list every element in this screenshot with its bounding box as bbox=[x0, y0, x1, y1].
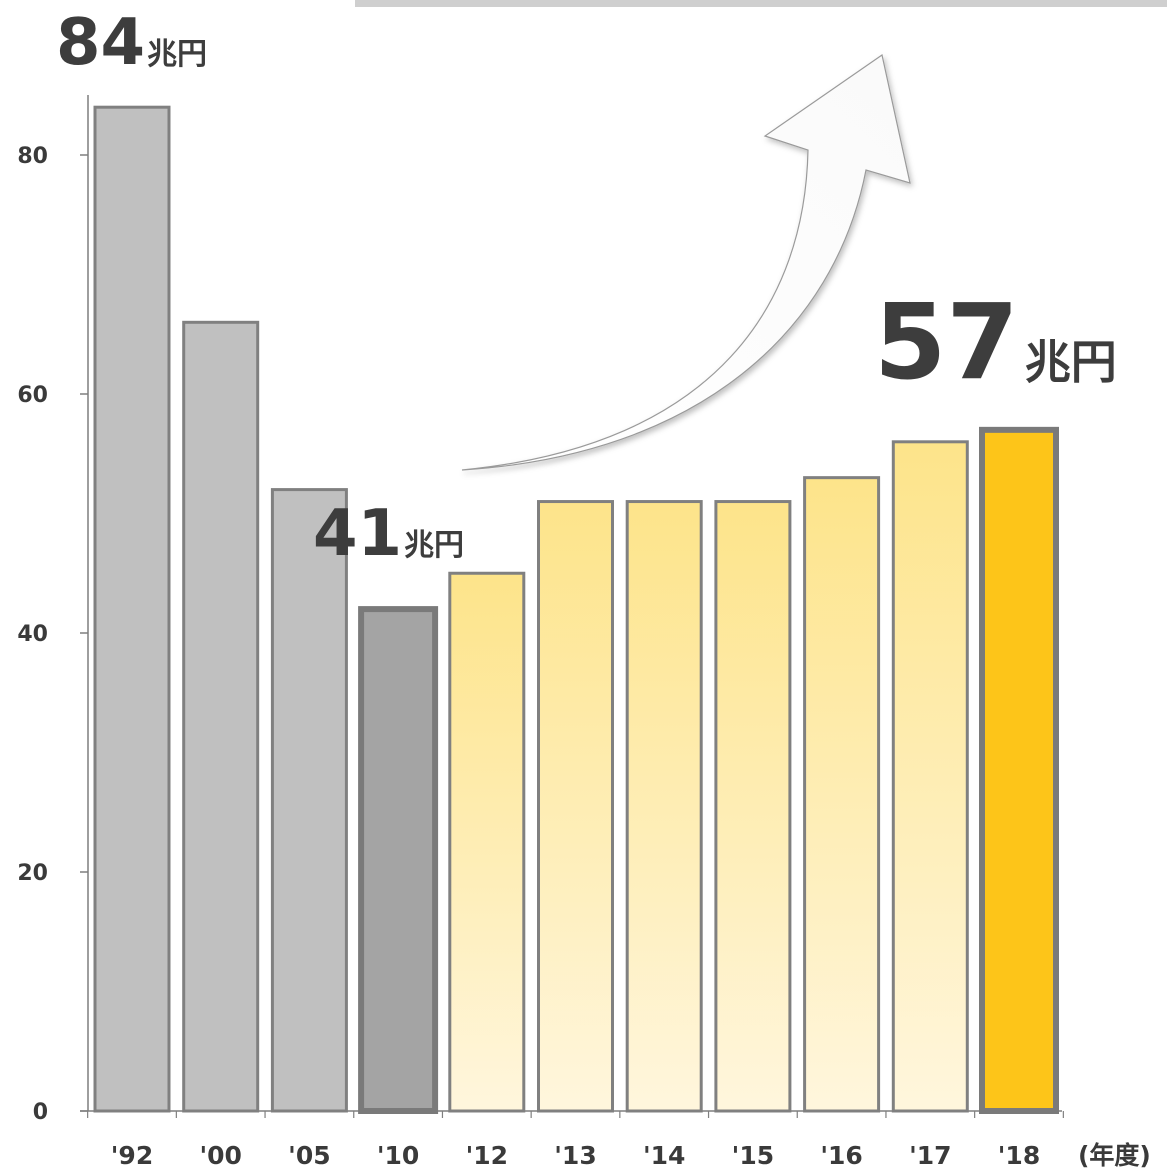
annotation-18-value: 57 bbox=[874, 281, 1019, 403]
bar-10 bbox=[358, 606, 439, 1114]
annotation-92: 84兆円 bbox=[56, 6, 207, 80]
bar-18 bbox=[979, 426, 1059, 1115]
annotation-10: 41兆円 bbox=[313, 497, 464, 571]
bar-17 bbox=[891, 440, 969, 1113]
annotation-92-value: 84 bbox=[56, 6, 145, 80]
y-tick-label: 40 bbox=[17, 622, 48, 647]
x-tick-label: '17 bbox=[909, 1141, 951, 1170]
bar-92 bbox=[93, 105, 171, 1113]
up-right-arrow-icon bbox=[461, 53, 911, 471]
y-tick-labels: 0 20 40 60 80 bbox=[17, 144, 48, 1125]
bar-05 bbox=[270, 488, 348, 1113]
top-strip bbox=[355, 0, 1167, 7]
annotation-18-unit: 兆円 bbox=[1025, 335, 1117, 389]
bar-16 bbox=[803, 476, 881, 1113]
bar-12 bbox=[448, 571, 526, 1113]
annotation-10-value: 41 bbox=[313, 497, 402, 571]
x-tick-label: '12 bbox=[466, 1141, 508, 1170]
x-tick-label: '92 bbox=[111, 1141, 153, 1170]
x-tick-label: '14 bbox=[643, 1141, 685, 1170]
annotation-18: 57 兆円 bbox=[874, 281, 1117, 403]
annotation-10-unit: 兆円 bbox=[404, 528, 464, 563]
annotation-92-unit: 兆円 bbox=[147, 37, 207, 72]
x-tick-label: '15 bbox=[732, 1141, 774, 1170]
y-tick-label: 60 bbox=[17, 383, 48, 408]
bar-13 bbox=[537, 500, 614, 1113]
y-tick-label: 20 bbox=[17, 861, 48, 886]
bar-00 bbox=[182, 320, 260, 1113]
x-tick-label: '05 bbox=[288, 1141, 330, 1170]
bar-15 bbox=[714, 500, 792, 1113]
bars bbox=[93, 105, 1059, 1115]
y-tick-label: 80 bbox=[17, 144, 48, 169]
x-tick-label: '16 bbox=[820, 1141, 862, 1170]
x-tick-label: '10 bbox=[377, 1141, 419, 1170]
bar-14 bbox=[625, 500, 703, 1113]
x-axis-label: (年度) bbox=[1078, 1141, 1151, 1170]
x-tick-labels: '92 '00 '05 '10 '12 '13 '14 '15 '16 '17 '18 bbox=[111, 1141, 1040, 1170]
x-tick-label: '13 bbox=[554, 1141, 596, 1170]
y-tick-label: 0 bbox=[33, 1100, 48, 1125]
x-tick-label: '18 bbox=[998, 1141, 1040, 1170]
x-tick-label: '00 bbox=[199, 1141, 241, 1170]
